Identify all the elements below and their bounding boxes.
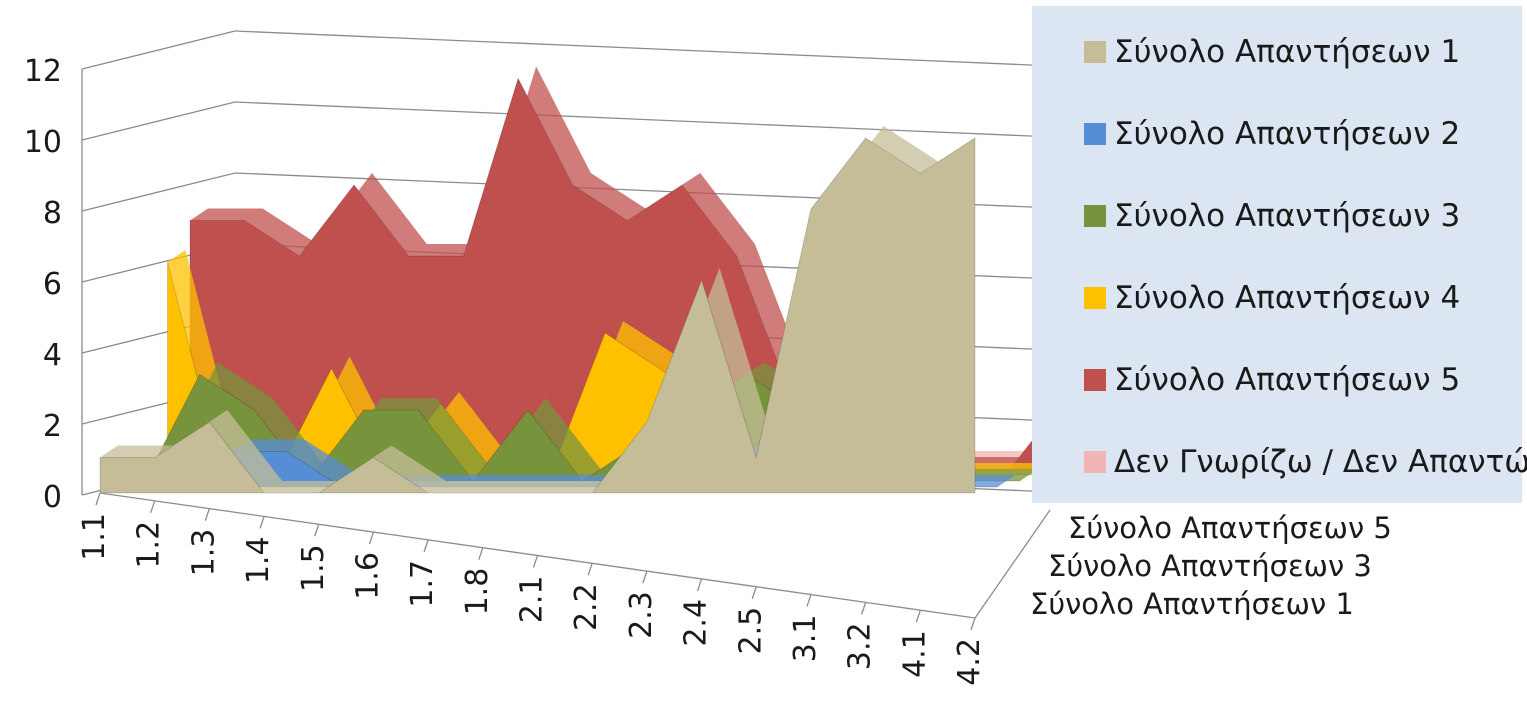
y-tick-label: 4 bbox=[43, 338, 62, 373]
legend-label: Σύνολο Απαντήσεων 4 bbox=[1114, 280, 1461, 316]
x-tick bbox=[587, 563, 593, 576]
legend-item: Σύνολο Απαντήσεων 2 bbox=[1084, 116, 1460, 152]
y-tick-label: 10 bbox=[24, 125, 62, 160]
x-tick bbox=[259, 516, 265, 529]
x-tick bbox=[751, 586, 757, 599]
legend-item: Σύνολο Απαντήσεων 3 bbox=[1084, 198, 1460, 234]
x-tick-label: 1.6 bbox=[350, 552, 385, 600]
legend-swatch bbox=[1084, 287, 1106, 309]
x-tick bbox=[150, 500, 156, 514]
depth-axis-label: Σύνολο Απαντήσεων 5 bbox=[1068, 511, 1392, 545]
x-tick bbox=[204, 508, 210, 521]
x-tick-label: 1.4 bbox=[241, 536, 276, 584]
depth-axis-label: Σύνολο Απαντήσεων 1 bbox=[1030, 587, 1354, 621]
y-tick-label: 2 bbox=[43, 409, 62, 444]
x-tick-label: 3.1 bbox=[788, 615, 823, 663]
x-tick-label: 3.2 bbox=[843, 622, 878, 670]
legend-swatch bbox=[1084, 205, 1106, 227]
y-tick-label: 8 bbox=[43, 196, 62, 231]
x-tick-label: 2.2 bbox=[569, 583, 604, 631]
y-tick-label: 6 bbox=[43, 267, 62, 302]
legend-label: Σύνολο Απαντήσεων 5 bbox=[1114, 362, 1461, 398]
gridline-side bbox=[81, 30, 236, 70]
legend-item: Σύνολο Απαντήσεων 4 bbox=[1084, 280, 1460, 316]
legend-label: Σύνολο Απαντήσεων 1 bbox=[1114, 34, 1461, 70]
chart-legend: Σύνολο Απαντήσεων 1 Σύνολο Απαντήσεων 2 … bbox=[1032, 6, 1527, 503]
depth-axis-line bbox=[974, 509, 1051, 619]
x-tick-label: 1.3 bbox=[186, 529, 221, 577]
x-tick bbox=[806, 594, 812, 607]
x-tick bbox=[423, 539, 429, 553]
gridline-side bbox=[81, 172, 236, 212]
legend-swatch bbox=[1084, 369, 1106, 391]
x-tick bbox=[696, 578, 703, 592]
legend-label: Σύνολο Απαντήσεων 2 bbox=[1114, 116, 1461, 152]
x-tick bbox=[970, 617, 976, 631]
x-tick-label: 2.4 bbox=[679, 599, 714, 647]
y-tick-label: 12 bbox=[24, 54, 62, 89]
gridline bbox=[234, 30, 1171, 72]
x-tick bbox=[368, 531, 375, 545]
x-tick bbox=[478, 547, 484, 560]
series-area bbox=[99, 137, 976, 494]
x-tick bbox=[532, 555, 539, 568]
x-tick-label: 1.2 bbox=[132, 521, 167, 569]
x-tick-label: 1.8 bbox=[460, 568, 495, 616]
x-tick bbox=[915, 609, 921, 623]
y-tick-label: 0 bbox=[43, 480, 62, 515]
legend-swatch bbox=[1084, 123, 1106, 145]
gridline-side bbox=[81, 101, 236, 141]
legend-item: Δεν Γνωρίζω / Δεν Απαντώ bbox=[1084, 444, 1527, 480]
x-tick-label: 4.2 bbox=[952, 638, 987, 686]
x-tick bbox=[314, 524, 320, 537]
legend-label: Δεν Γνωρίζω / Δεν Απαντώ bbox=[1114, 444, 1527, 480]
x-tick-label: 1.5 bbox=[296, 544, 331, 592]
legend-swatch bbox=[1084, 41, 1106, 63]
x-tick-label: 2.1 bbox=[515, 576, 550, 624]
x-tick-label: 1.1 bbox=[77, 513, 112, 561]
x-tick-label: 4.1 bbox=[897, 630, 932, 678]
x-tick-label: 1.7 bbox=[405, 560, 440, 608]
x-tick bbox=[861, 602, 867, 615]
x-tick-label: 2.5 bbox=[733, 607, 768, 655]
legend-item: Σύνολο Απαντήσεων 5 bbox=[1084, 362, 1460, 398]
legend-swatch bbox=[1084, 451, 1106, 473]
legend-item: Σύνολο Απαντήσεων 1 bbox=[1084, 34, 1460, 70]
x-tick bbox=[95, 492, 101, 506]
depth-axis-label: Σύνολο Απαντήσεων 3 bbox=[1048, 549, 1372, 583]
legend-label: Σύνολο Απαντήσεων 3 bbox=[1114, 198, 1461, 234]
x-tick bbox=[642, 570, 648, 584]
x-tick-label: 2.3 bbox=[624, 591, 659, 639]
gridline bbox=[234, 101, 1171, 143]
